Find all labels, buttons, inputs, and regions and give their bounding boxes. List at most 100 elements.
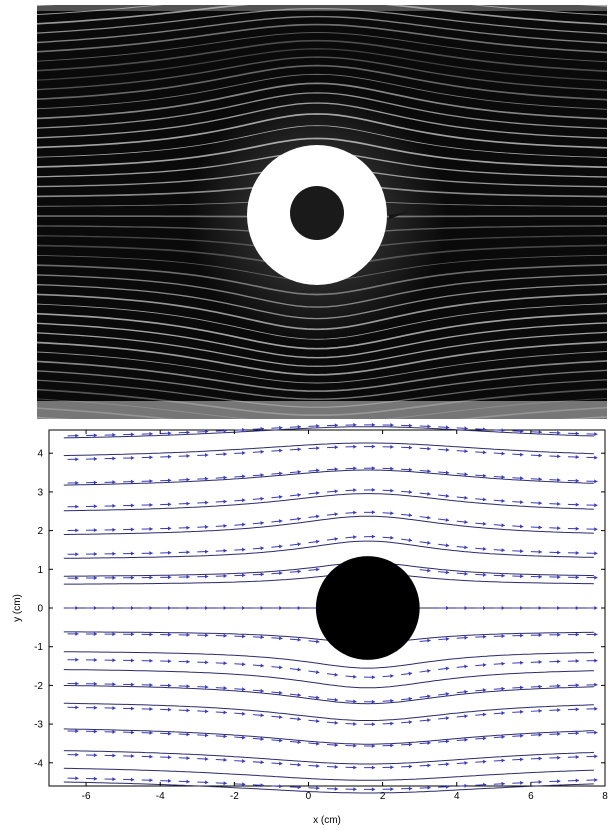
velocity-arrow: [289, 606, 301, 610]
velocity-arrow: [512, 549, 524, 554]
velocity-arrow: [345, 743, 357, 748]
velocity-arrow: [86, 575, 98, 580]
velocity-arrow: [493, 735, 505, 740]
velocity-arrow: [382, 698, 394, 703]
velocity-arrow: [475, 736, 487, 741]
velocity-arrow: [271, 784, 283, 789]
streamline: [63, 493, 594, 512]
velocity-arrow: [438, 784, 450, 789]
velocity-arrow: [215, 548, 227, 553]
x-tick-label: 2: [380, 791, 386, 802]
velocity-arrow: [586, 479, 598, 484]
velocity-arrow: [586, 432, 598, 437]
velocity-arrow: [586, 551, 598, 556]
velocity-arrow: [345, 721, 357, 726]
velocity-arrow: [438, 606, 450, 610]
velocity-arrow: [160, 731, 172, 736]
velocity-arrow: [104, 606, 116, 610]
velocity-arrow: [475, 712, 487, 717]
velocity-arrow: [141, 526, 153, 531]
velocity-arrow: [197, 574, 209, 579]
velocity-arrow: [160, 683, 172, 688]
velocity-arrow: [234, 547, 246, 552]
velocity-arrow: [530, 606, 542, 610]
velocity-arrow: [160, 431, 172, 436]
photo-streakline: [37, 82, 607, 120]
velocity-arrow: [567, 731, 579, 736]
velocity-arrow: [86, 433, 98, 438]
velocity-arrow: [67, 552, 79, 557]
velocity-arrow: [530, 732, 542, 737]
velocity-arrow: [549, 632, 561, 637]
velocity-arrow: [271, 571, 283, 576]
velocity-arrow: [549, 683, 561, 688]
velocity-arrow: [160, 632, 172, 637]
velocity-arrow: [215, 734, 227, 739]
photo-streakline: [37, 369, 607, 400]
velocity-arrow: [345, 765, 357, 770]
velocity-arrow: [123, 730, 135, 735]
velocity-arrow: [493, 475, 505, 480]
velocity-arrow: [289, 569, 301, 574]
velocity-arrow: [567, 502, 579, 507]
velocity-arrow: [197, 549, 209, 554]
velocity-arrow: [160, 550, 172, 555]
velocity-arrow: [271, 715, 283, 720]
velocity-arrow: [382, 511, 394, 516]
velocity-arrow: [438, 447, 450, 452]
photo-streakline: [37, 32, 607, 63]
velocity-arrow: [308, 763, 320, 768]
velocity-arrow: [419, 785, 431, 790]
velocity-arrow: [530, 477, 542, 482]
velocity-arrow: [401, 764, 413, 769]
velocity-arrow: [512, 660, 524, 665]
velocity-arrow: [215, 781, 227, 786]
velocity-arrow: [178, 632, 190, 637]
velocity-arrow: [382, 488, 394, 493]
velocity-arrow: [215, 633, 227, 638]
streamline: [63, 562, 594, 577]
velocity-arrow: [382, 535, 394, 540]
velocity-arrow: [567, 575, 579, 580]
velocity-arrow: [160, 659, 172, 664]
velocity-arrow: [289, 717, 301, 722]
velocity-arrow: [438, 716, 450, 721]
velocity-arrow: [419, 540, 431, 545]
velocity-arrow: [252, 426, 264, 431]
velocity-arrow: [197, 606, 209, 610]
velocity-arrow: [512, 574, 524, 579]
velocity-arrow: [401, 671, 413, 676]
velocity-arrow: [104, 753, 116, 758]
velocity-arrow: [215, 661, 227, 666]
velocity-arrow: [141, 606, 153, 610]
velocity-arrow: [271, 690, 283, 695]
velocity-arrow: [586, 632, 598, 637]
velocity-arrow: [123, 527, 135, 532]
velocity-arrow: [308, 786, 320, 791]
velocity-arrow: [419, 718, 431, 723]
photo-streakline: [37, 73, 607, 110]
streamline: [63, 702, 594, 721]
velocity-arrow: [234, 687, 246, 692]
velocity-arrow: [456, 571, 468, 576]
velocity-arrow: [438, 425, 450, 430]
velocity-arrow: [104, 777, 116, 782]
velocity-arrow: [419, 638, 431, 643]
x-axis-label: x (cm): [313, 815, 341, 826]
velocity-arrow: [141, 730, 153, 735]
velocity-arrow: [493, 606, 505, 610]
velocity-arrow: [160, 755, 172, 760]
velocity-arrow: [67, 631, 79, 636]
velocity-arrow: [271, 519, 283, 524]
velocity-arrow: [364, 722, 376, 727]
velocity-arrow: [67, 457, 79, 462]
velocity-arrow: [456, 520, 468, 525]
velocity-arrow: [567, 550, 579, 555]
velocity-arrow: [86, 632, 98, 637]
velocity-arrow: [364, 675, 376, 680]
velocity-arrow: [104, 632, 116, 637]
velocity-arrow: [364, 422, 376, 427]
velocity-arrow: [123, 682, 135, 687]
photo-streakline: [37, 7, 607, 35]
velocity-arrow: [308, 491, 320, 496]
